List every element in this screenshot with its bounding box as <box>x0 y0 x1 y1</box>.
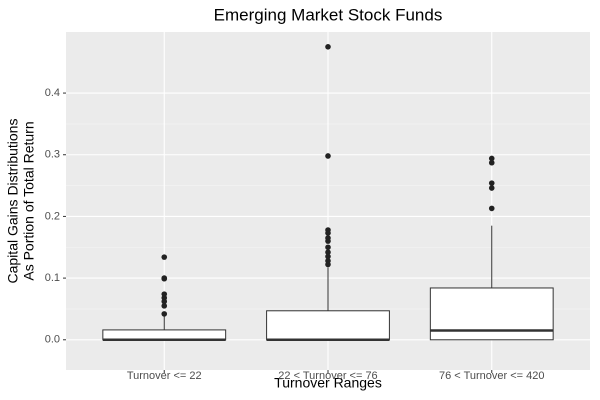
outlier <box>161 298 168 305</box>
outlier <box>161 311 168 317</box>
x-tick-label: 22 < Turnover <= 76 <box>278 370 377 382</box>
y-tick-label: 0.2 <box>45 210 60 222</box>
outlier <box>161 275 168 282</box>
outlier <box>488 205 495 212</box>
box <box>429 287 554 341</box>
outlier <box>488 159 495 166</box>
y-tick-label: 0.0 <box>45 334 60 346</box>
outlier <box>161 254 168 260</box>
outlier <box>488 185 495 191</box>
y-axis-title: Capital Gains Distributions <box>5 119 21 284</box>
y-tick-label: 0.1 <box>45 272 60 284</box>
outlier <box>325 153 331 159</box>
outlier <box>325 261 331 268</box>
outlier <box>161 303 168 309</box>
outlier <box>325 230 331 236</box>
outlier <box>325 44 331 50</box>
x-tick-label: 76 < Turnover <= 420 <box>439 370 545 382</box>
outlier <box>325 244 331 251</box>
outlier <box>488 180 495 186</box>
x-axis-title: Turnover Ranges <box>274 375 382 391</box>
outlier <box>325 249 331 255</box>
box <box>266 310 390 341</box>
chart-title: Emerging Market Stock Funds <box>214 5 443 24</box>
y-axis-title: As Portion of Total Return <box>21 121 37 280</box>
y-tick-label: 0.3 <box>45 149 60 161</box>
box <box>102 329 227 341</box>
outlier <box>325 238 331 244</box>
x-tick-label: Turnover <= 22 <box>127 370 202 382</box>
outlier <box>325 253 331 260</box>
y-tick-label: 0.4 <box>45 87 60 99</box>
outlier <box>488 155 495 162</box>
